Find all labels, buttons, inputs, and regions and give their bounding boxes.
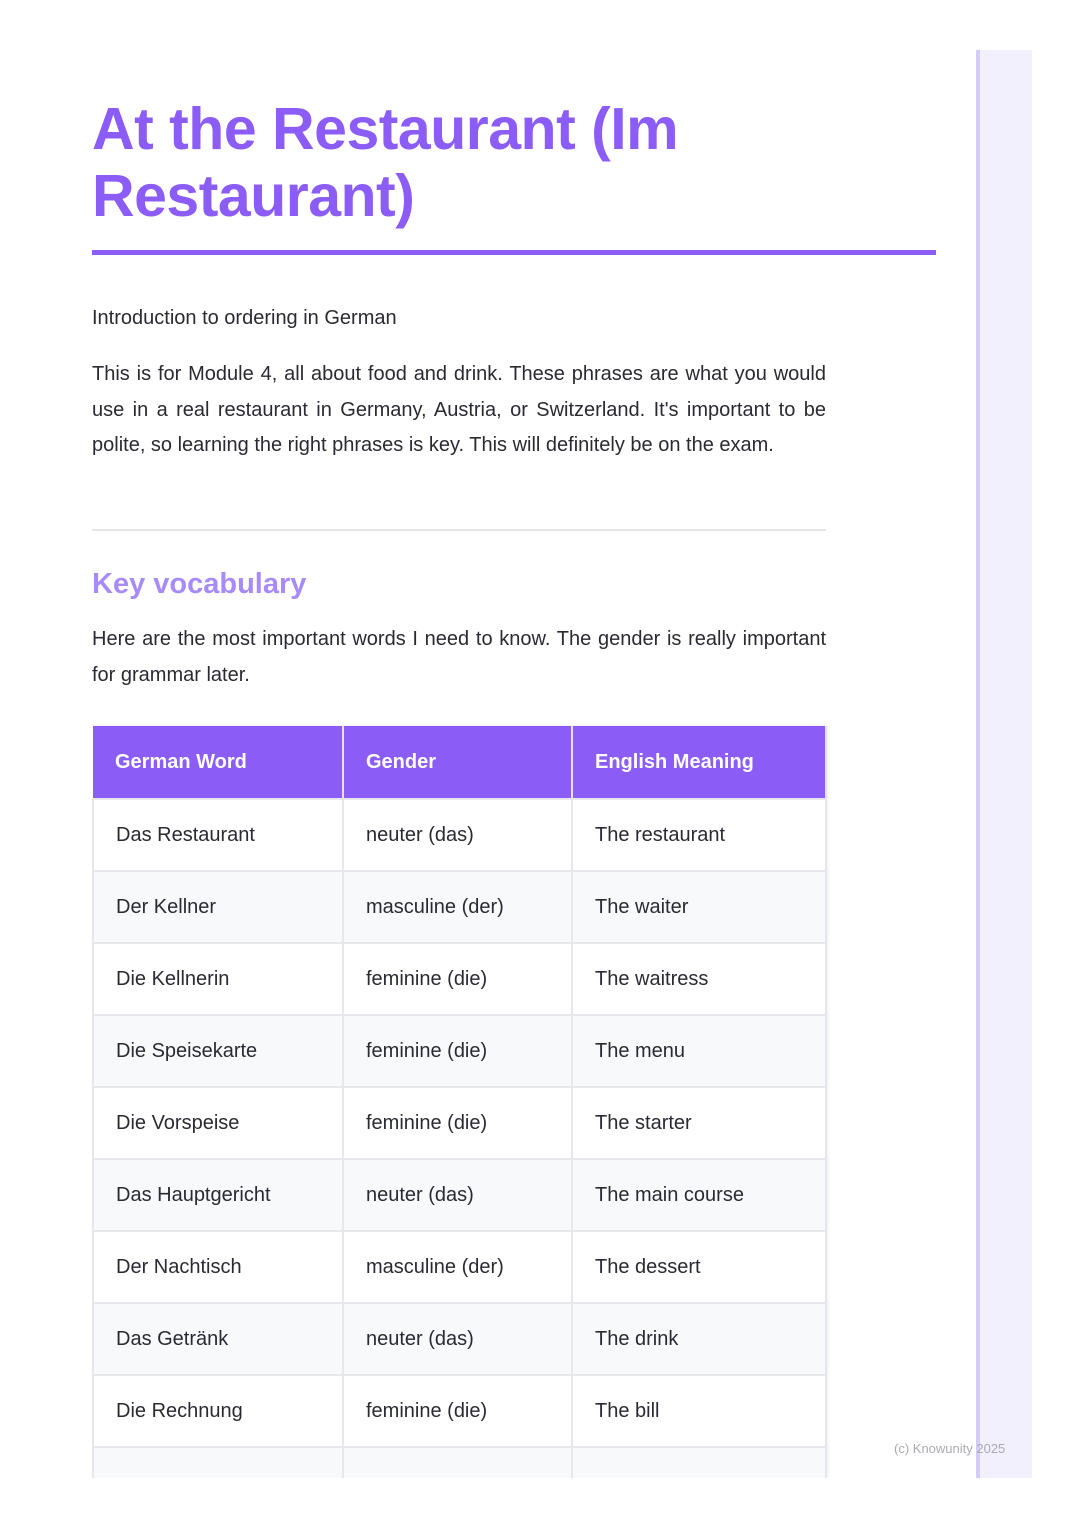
table-row: Die Speisekarte feminine (die) The menu (92, 1014, 827, 1088)
cell-empty (342, 1446, 573, 1478)
table-row: Das Hauptgericht neuter (das) The main cou… (92, 1158, 827, 1232)
intro-paragraph: This is for Module 4, all about food and… (92, 363, 826, 456)
table-row: Die Vorspeise feminine (die) The starter (92, 1086, 827, 1160)
cell-gender: neuter (das) (342, 1302, 573, 1376)
cell-english-meaning: The drink (571, 1302, 827, 1376)
cell-english-meaning: The menu (571, 1014, 827, 1088)
cell-english-meaning: The main course (571, 1158, 827, 1232)
table-row (92, 1446, 827, 1478)
copyright-footer: (c) Knowunity 2025 (894, 1441, 1006, 1456)
side-panel (976, 50, 1032, 1478)
divider (92, 529, 826, 531)
table-row: Das Restaurant neuter (das) The restaurant (92, 798, 827, 872)
cell-gender: masculine (der) (342, 1230, 573, 1304)
title-underline (92, 250, 936, 255)
cell-german-word: Das Restaurant (92, 798, 344, 872)
cell-gender: feminine (die) (342, 942, 573, 1016)
header-english-meaning: English Meaning (572, 726, 827, 799)
document-content: At the Restaurant (Im Restaurant) Introd… (92, 0, 936, 1478)
cell-gender: neuter (das) (342, 798, 573, 872)
table-row: Der Kellner masculine (der) The waiter (92, 870, 827, 944)
cell-german-word: Der Kellner (92, 870, 344, 944)
table-row: Das Getränk neuter (das) The drink (92, 1302, 827, 1376)
cell-german-word: Das Hauptgericht (92, 1158, 344, 1232)
cell-german-word: Der Nachtisch (92, 1230, 344, 1304)
section-heading: Key vocabulary (92, 568, 307, 600)
cell-german-word: Die Vorspeise (92, 1086, 344, 1160)
intro-text: Introduction to ordering in German (92, 307, 397, 329)
vocabulary-table: German Word Gender English Meaning Das R… (92, 726, 827, 1478)
table-header-row: German Word Gender English Meaning (93, 726, 827, 799)
cell-gender: feminine (die) (342, 1086, 573, 1160)
cell-german-word: Die Rechnung (92, 1374, 344, 1448)
table-row: Die Kellnerin feminine (die) The waitress (92, 942, 827, 1016)
cell-german-word: Die Speisekarte (92, 1014, 344, 1088)
cell-empty (571, 1446, 827, 1478)
header-german-word: German Word (93, 726, 344, 799)
cell-german-word: Das Getränk (92, 1302, 344, 1376)
section-text: Here are the most important words I need… (92, 628, 826, 686)
page-title: At the Restaurant (Im Restaurant) (92, 96, 679, 229)
table-row: Der Nachtisch masculine (der) The dessert (92, 1230, 827, 1304)
header-gender: Gender (343, 726, 573, 799)
table-row: Die Rechnung feminine (die) The bill (92, 1374, 827, 1448)
cell-empty (92, 1446, 344, 1478)
cell-english-meaning: The restaurant (571, 798, 827, 872)
cell-gender: neuter (das) (342, 1158, 573, 1232)
cell-english-meaning: The bill (571, 1374, 827, 1448)
cell-gender: feminine (die) (342, 1014, 573, 1088)
cell-english-meaning: The dessert (571, 1230, 827, 1304)
cell-english-meaning: The waitress (571, 942, 827, 1016)
cell-gender: feminine (die) (342, 1374, 573, 1448)
cell-english-meaning: The waiter (571, 870, 827, 944)
cell-gender: masculine (der) (342, 870, 573, 944)
cell-german-word: Die Kellnerin (92, 942, 344, 1016)
cell-english-meaning: The starter (571, 1086, 827, 1160)
